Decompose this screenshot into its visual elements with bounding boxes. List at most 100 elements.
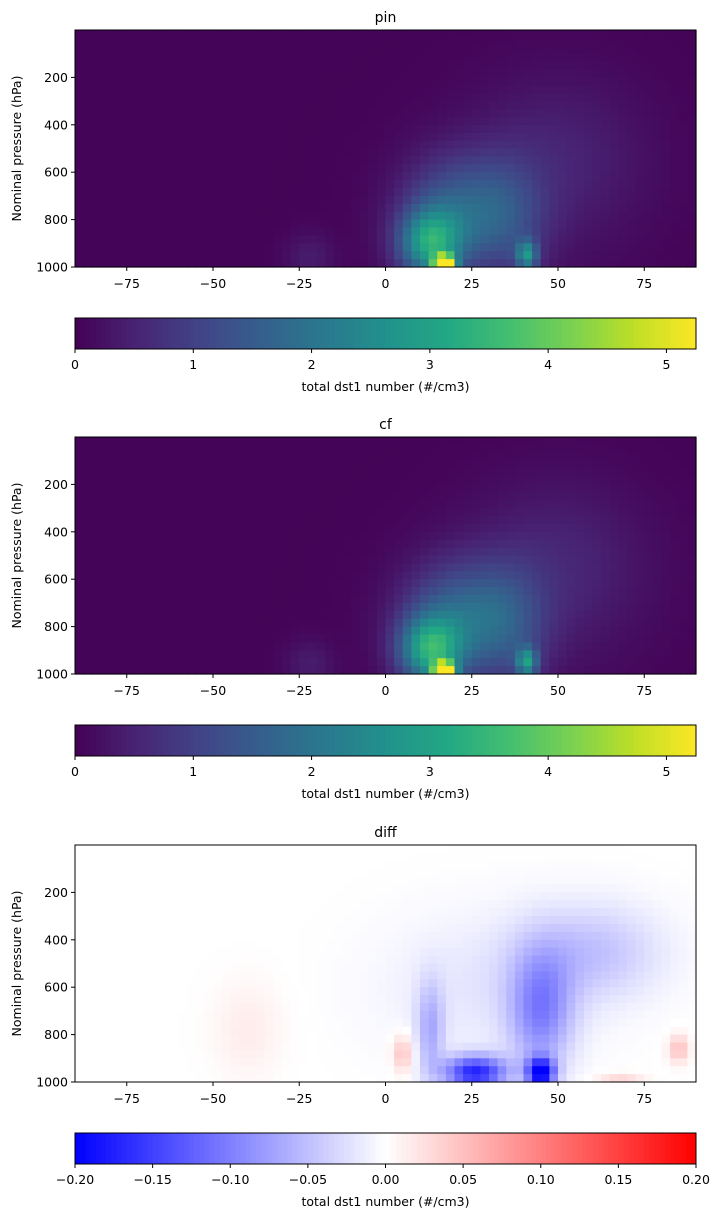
- heatmap-cell: [652, 531, 663, 541]
- heatmap-cell: [307, 77, 318, 86]
- heatmap-cell: [299, 437, 309, 446]
- heatmap-cell: [592, 148, 602, 157]
- heatmap-cell: [609, 45, 619, 55]
- heatmap-cell: [273, 251, 283, 260]
- colorbar-segment: [323, 725, 330, 756]
- heatmap-cell: [333, 437, 343, 446]
- heatmap-cell: [342, 618, 352, 628]
- heatmap-cell: [213, 77, 223, 86]
- heatmap-cell: [109, 140, 119, 150]
- heatmap-cell: [635, 523, 645, 533]
- heatmap-cell: [575, 500, 585, 509]
- heatmap-cell: [506, 666, 516, 675]
- heatmap-cell: [670, 444, 680, 454]
- heatmap-cell: [497, 595, 507, 604]
- heatmap-cell: [290, 227, 300, 236]
- heatmap-cell: [221, 563, 231, 572]
- heatmap-cell: [316, 658, 326, 667]
- heatmap-cell: [264, 468, 274, 478]
- heatmap-cell: [609, 500, 619, 509]
- heatmap-cell: [463, 109, 473, 118]
- heatmap-cell: [609, 259, 619, 268]
- heatmap-cell: [463, 85, 473, 94]
- heatmap-cell: [480, 219, 490, 229]
- heatmap-cell: [169, 908, 180, 917]
- heatmap-cell: [506, 563, 516, 572]
- heatmap-cell: [480, 61, 490, 71]
- heatmap-cell: [514, 61, 525, 71]
- colorbar-segment: [401, 725, 407, 756]
- heatmap-cell: [566, 437, 576, 446]
- heatmap-cell: [609, 195, 619, 205]
- heatmap-cell: [126, 963, 136, 972]
- heatmap-cell: [368, 69, 378, 78]
- heatmap-cell: [92, 516, 102, 525]
- heatmap-cell: [609, 116, 619, 126]
- heatmap-cell: [454, 579, 464, 588]
- heatmap-cell: [204, 618, 214, 628]
- heatmap-cell: [609, 140, 619, 150]
- heatmap-cell: [118, 1018, 128, 1028]
- heatmap-cell: [411, 93, 421, 102]
- heatmap-cell: [394, 626, 404, 636]
- heatmap-cell: [506, 227, 516, 236]
- heatmap-cell: [282, 476, 292, 485]
- heatmap-cell: [221, 203, 231, 213]
- heatmap-cell: [187, 508, 197, 517]
- heatmap-cell: [394, 492, 404, 501]
- heatmap-cell: [471, 30, 481, 39]
- heatmap-cell: [549, 602, 559, 612]
- heatmap-cell: [169, 69, 180, 78]
- heatmap-cell: [247, 626, 257, 636]
- heatmap-cell: [368, 259, 378, 268]
- heatmap-cell: [463, 124, 473, 134]
- heatmap-cell: [523, 180, 533, 189]
- heatmap-cell: [445, 148, 456, 157]
- heatmap-cell: [601, 101, 611, 110]
- colorbar-segment: [359, 318, 366, 349]
- heatmap-cell: [299, 452, 309, 462]
- heatmap-cell: [144, 579, 154, 588]
- heatmap-cell: [428, 579, 438, 588]
- heatmap-cell: [480, 484, 490, 493]
- heatmap-cell: [307, 484, 318, 493]
- heatmap-cell: [351, 93, 361, 102]
- heatmap-cell: [566, 195, 576, 205]
- heatmap-cell: [92, 140, 102, 150]
- heatmap-cell: [514, 30, 525, 39]
- heatmap-cell: [213, 156, 223, 165]
- heatmap-cell: [161, 180, 171, 189]
- heatmap-cell: [290, 140, 300, 150]
- heatmap-cell: [523, 555, 533, 564]
- heatmap-cell: [480, 77, 490, 86]
- heatmap-cell: [351, 539, 361, 549]
- heatmap-cell: [351, 531, 361, 541]
- heatmap-cell: [394, 484, 404, 493]
- heatmap-cell: [471, 195, 481, 205]
- heatmap-cell: [100, 618, 111, 628]
- heatmap-cell: [161, 101, 171, 110]
- heatmap-cell: [299, 595, 309, 604]
- heatmap-cell: [678, 156, 688, 165]
- heatmap-cell: [514, 259, 525, 268]
- heatmap-cell: [368, 650, 378, 659]
- heatmap-cell: [256, 516, 266, 525]
- heatmap-cell: [135, 587, 145, 596]
- heatmap-cell: [661, 650, 671, 659]
- heatmap-cell: [118, 579, 128, 588]
- heatmap-cell: [221, 235, 231, 244]
- heatmap-cell: [601, 547, 611, 557]
- heatmap-cell: [463, 251, 473, 260]
- heatmap-cell: [126, 860, 136, 870]
- heatmap-cell: [75, 1003, 85, 1012]
- heatmap-cell: [316, 195, 326, 205]
- heatmap-cell: [549, 69, 559, 78]
- heatmap-cell: [506, 219, 516, 229]
- heatmap-cell: [126, 460, 136, 470]
- heatmap-cell: [601, 116, 611, 126]
- heatmap-cell: [144, 437, 154, 446]
- heatmap-cell: [169, 188, 180, 197]
- heatmap-cell: [489, 634, 499, 643]
- heatmap-cell: [282, 460, 292, 470]
- heatmap-cell: [445, 195, 456, 205]
